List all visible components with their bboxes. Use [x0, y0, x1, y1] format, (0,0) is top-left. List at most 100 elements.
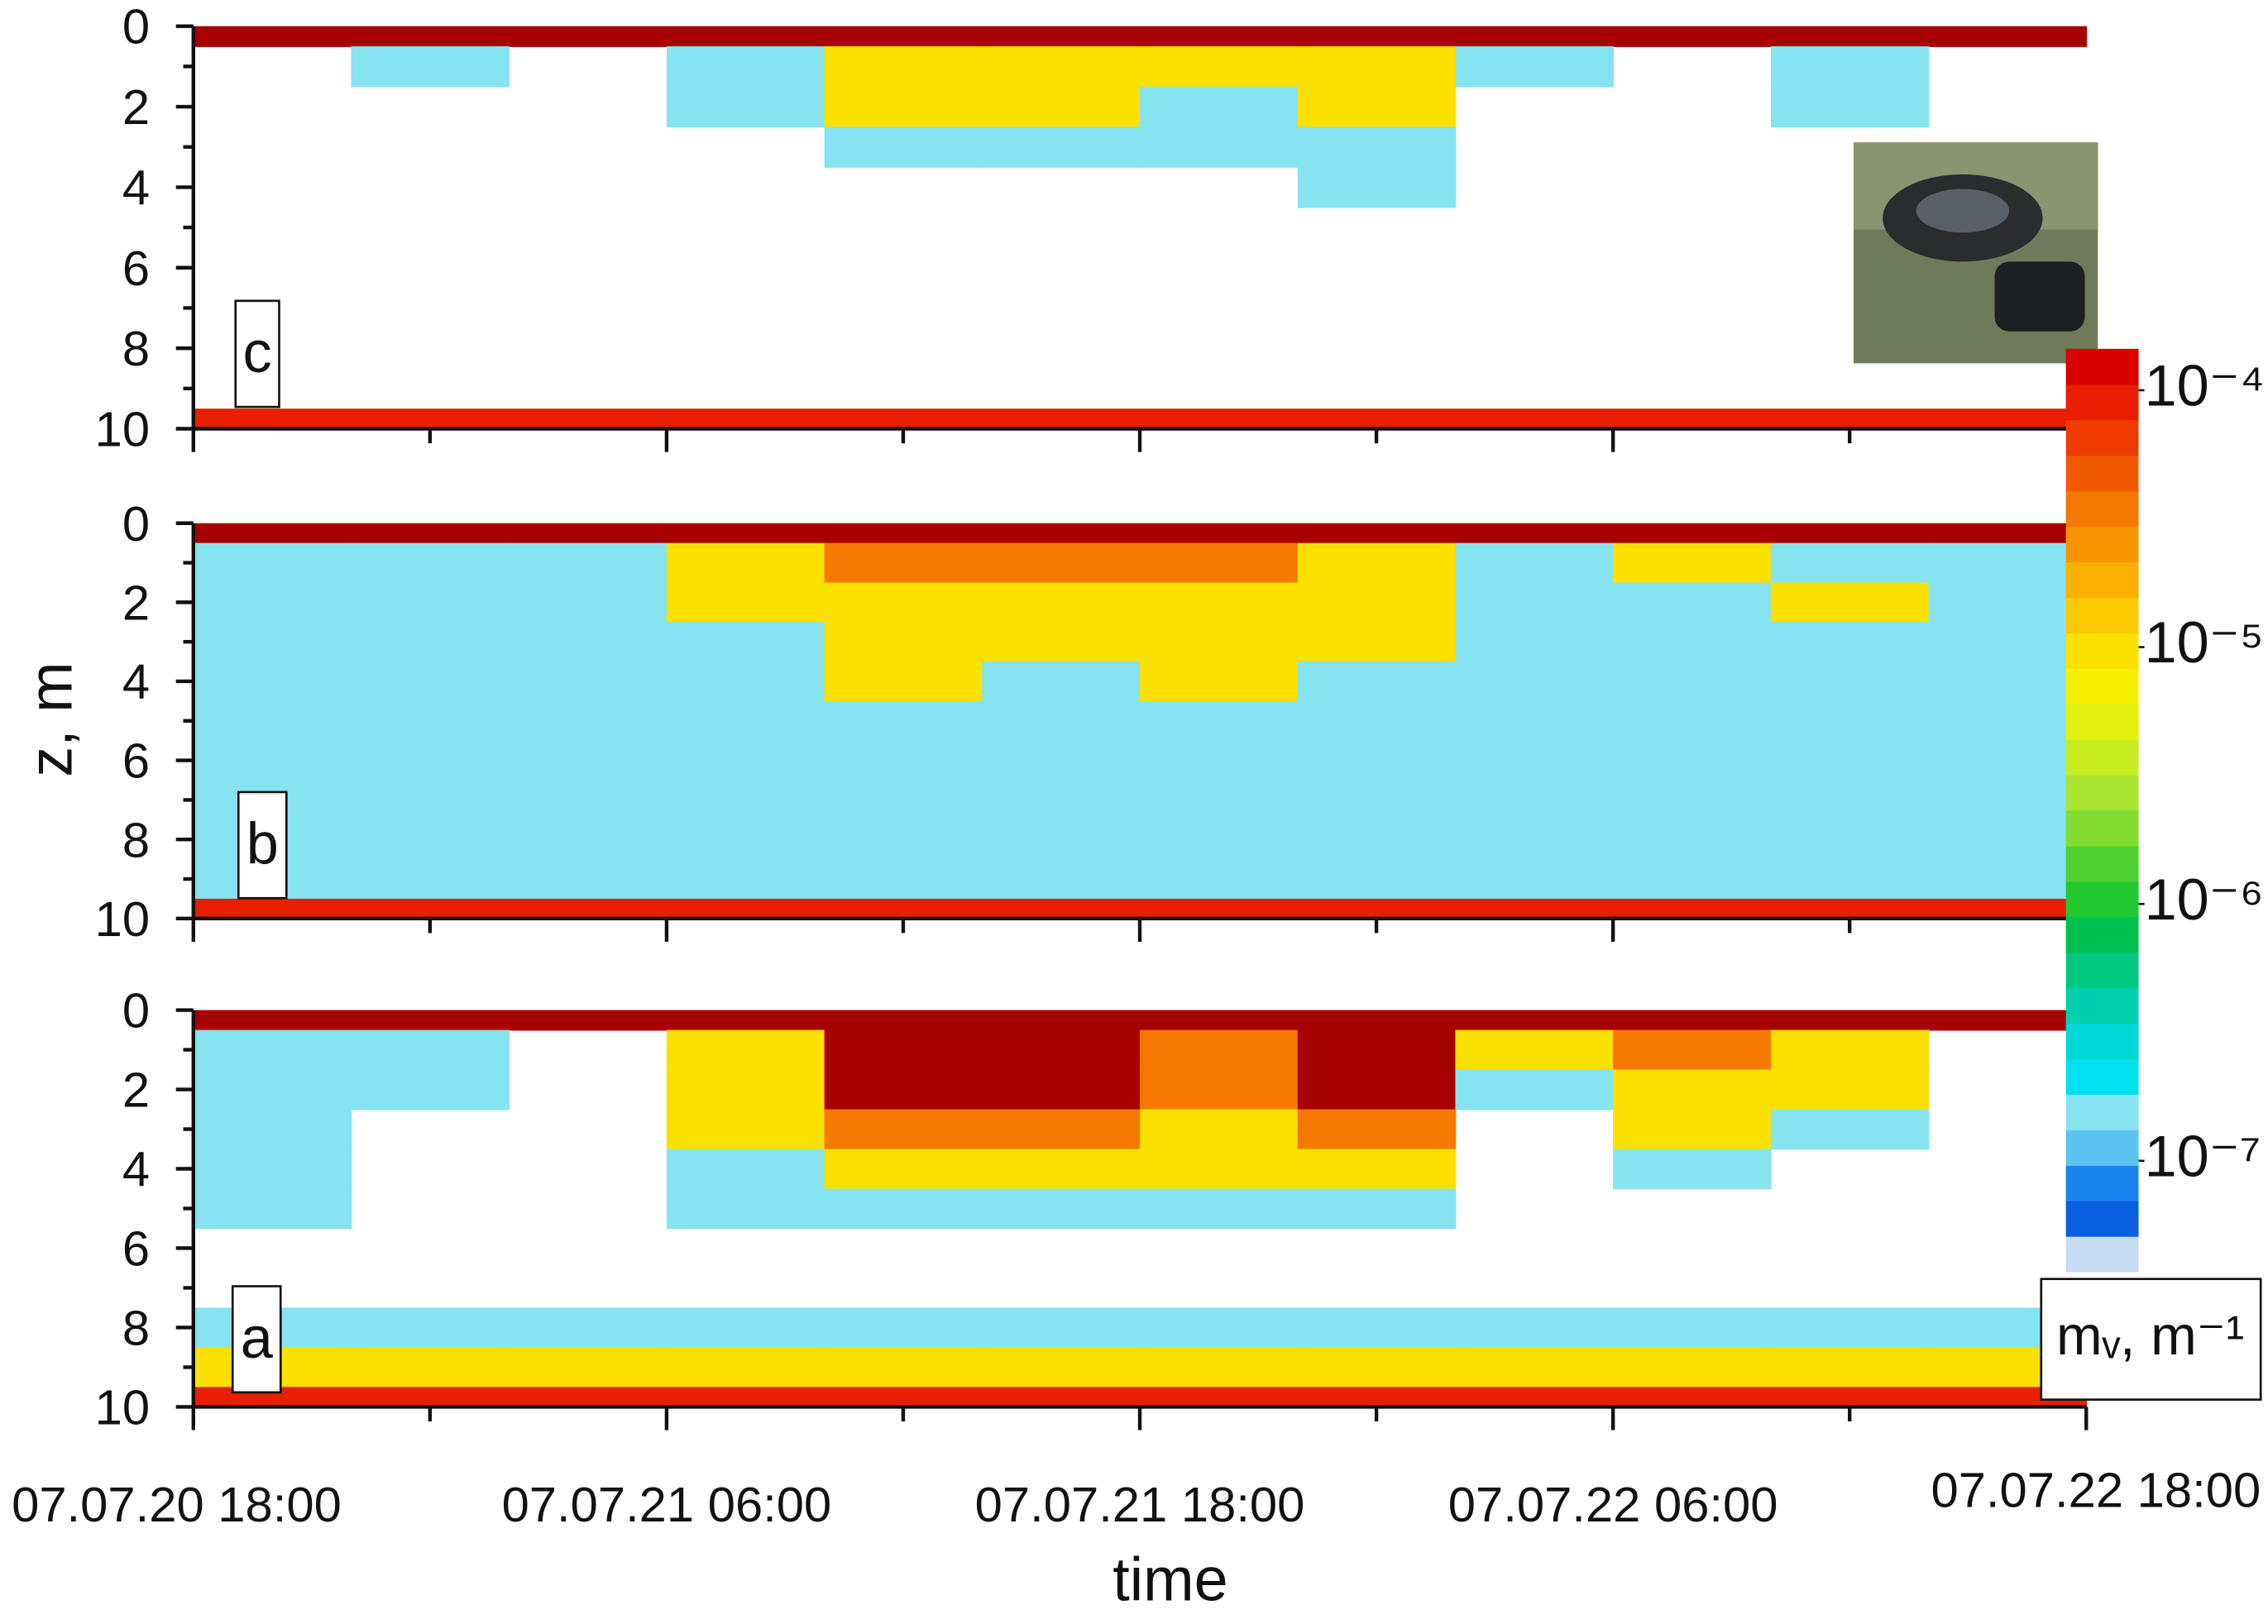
heatmap-cell	[1297, 1307, 1457, 1349]
colorbar-swatch	[2065, 668, 2139, 705]
heatmap-cell	[1140, 26, 1299, 47]
heatmap-cell	[824, 582, 983, 623]
heatmap-cell	[666, 582, 825, 623]
heatmap-cell	[1455, 582, 1615, 623]
heatmap-cell	[667, 1228, 825, 1268]
heatmap-cell	[825, 208, 983, 249]
heatmap-cell	[982, 542, 1141, 584]
colorbar-swatch	[2065, 845, 2139, 882]
heatmap-cell	[1929, 1149, 2088, 1190]
colorbar-swatch	[2065, 881, 2139, 918]
heatmap-cell	[1297, 26, 1457, 47]
heatmap-cell	[666, 542, 825, 584]
heatmap-cell	[509, 662, 667, 702]
heatmap-cell	[1297, 408, 1457, 430]
heatmap-cell	[1613, 46, 1772, 88]
colorbar-swatch	[2065, 810, 2139, 847]
heatmap-cell	[1140, 408, 1299, 430]
heatmap-cell	[1928, 542, 2088, 584]
heatmap-cell	[1140, 45, 1299, 88]
y-axis-label: z, m	[16, 662, 84, 776]
x-tick-label: 07.07.22 18:00	[1931, 1463, 2261, 1518]
heatmap-cell	[352, 1228, 510, 1268]
heatmap-cell	[351, 1307, 510, 1349]
y-tick-label: 0	[122, 983, 150, 1039]
heatmap-cell	[1140, 1010, 1299, 1031]
heatmap-cell	[1298, 368, 1457, 409]
heatmap-cell	[1455, 368, 1614, 409]
colorbar-swatch	[2065, 1023, 2139, 1060]
heatmap-cell	[982, 1010, 1141, 1031]
heatmap-cell	[1140, 288, 1299, 329]
heatmap-cell	[1297, 859, 1457, 900]
heatmap-cell	[1613, 167, 1772, 208]
heatmap-cell	[509, 1110, 667, 1150]
heatmap-cell	[667, 368, 825, 409]
heatmap-cell	[666, 780, 825, 821]
heatmap-cell	[1140, 1387, 1299, 1408]
heatmap-cell	[1297, 127, 1457, 168]
heatmap-cell	[825, 1268, 983, 1308]
heatmap-cell	[509, 582, 667, 623]
heatmap-cell	[509, 368, 667, 409]
heatmap-cell	[982, 45, 1141, 88]
heatmap-cell	[1928, 582, 2088, 623]
heatmap-cell	[509, 622, 667, 662]
heatmap-cell	[666, 662, 825, 702]
y-tick-label: 10	[95, 891, 150, 947]
heatmap-cell	[352, 1149, 510, 1190]
heatmap-cell	[1613, 1010, 1772, 1031]
heatmap-cell	[982, 1268, 1141, 1308]
heatmap-cell	[1455, 819, 1615, 861]
heatmap-cell	[982, 368, 1141, 409]
heatmap-cell	[825, 368, 983, 409]
y-tick-label: 0	[122, 0, 150, 55]
colorbar-swatch	[2065, 952, 2139, 989]
heatmap-cell	[1770, 1347, 1930, 1388]
heatmap-cell	[1140, 328, 1299, 370]
heatmap-cell	[1140, 859, 1299, 900]
heatmap-cell	[1140, 368, 1299, 409]
heatmap-cell	[1455, 45, 1615, 88]
heatmap-cell	[1455, 622, 1615, 662]
heatmap-cell	[824, 523, 983, 544]
heatmap-cell	[666, 898, 825, 919]
colorbar-swatch	[2065, 490, 2139, 528]
heatmap-cell	[1140, 700, 1299, 742]
panel-letter-box	[234, 299, 280, 408]
heatmap-cell	[666, 1010, 825, 1031]
heatmap-cell	[666, 740, 825, 781]
heatmap-cell	[982, 1347, 1141, 1388]
heatmap-cell	[667, 208, 825, 249]
heatmap-cell	[351, 408, 510, 430]
axes: 0 2 4 6 8 10 c 0 2 4 6 8 10 b 0 2 4 6 8 10 07.07.20 18:00 07.…	[12, 0, 2261, 1532]
heatmap-cell	[666, 819, 825, 861]
heatmap-cell	[1613, 328, 1772, 370]
heatmap-cell	[667, 328, 825, 370]
heatmap-cell	[1613, 408, 1772, 430]
heatmap-cell	[1140, 1228, 1299, 1268]
heatmap-cell	[193, 1029, 352, 1071]
heatmap-cell	[1929, 46, 2088, 88]
heatmap-cell	[1613, 898, 1772, 919]
heatmap-cell	[1613, 740, 1772, 781]
heatmap-cell	[824, 1149, 983, 1190]
heatmap-cell	[824, 662, 983, 702]
heatmap-cell	[193, 1010, 352, 1031]
heatmap-cell	[1928, 523, 2088, 544]
heatmap-cell	[1928, 740, 2088, 781]
heatmap-cell	[1613, 1109, 1772, 1150]
heatmap-cell	[1297, 1069, 1457, 1111]
heatmap-cell	[351, 1010, 510, 1031]
heatmap-cell	[351, 45, 510, 88]
heatmap-cell	[1297, 700, 1457, 742]
heatmap-cell	[824, 542, 983, 584]
panel-letter: c	[243, 319, 272, 385]
heatmap-cell	[1140, 127, 1299, 168]
heatmap-cell	[824, 859, 983, 900]
heatmap-cell	[1455, 1110, 1614, 1150]
heatmap-cell	[824, 1387, 983, 1408]
heatmap-cell	[982, 1069, 1141, 1111]
heatmap-cell	[982, 859, 1141, 900]
heatmap-cell	[667, 1268, 825, 1308]
